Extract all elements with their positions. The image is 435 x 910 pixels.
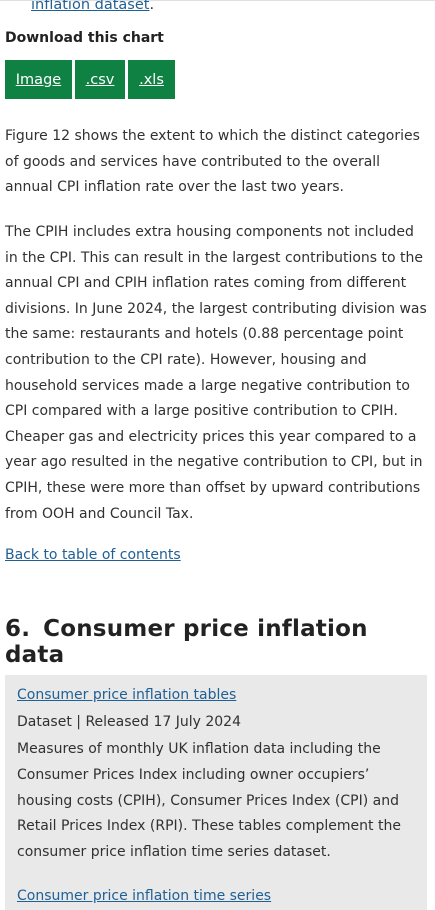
related-data-card: Consumer price inflation tables Dataset … bbox=[5, 675, 427, 910]
download-csv-button[interactable]: .csv bbox=[75, 60, 125, 99]
download-image-button[interactable]: Image bbox=[5, 60, 72, 99]
section-title: Consumer price inflation data bbox=[5, 616, 368, 668]
section-number: 6. bbox=[5, 616, 31, 642]
dataset-item-title: Consumer price inflation tables bbox=[17, 687, 236, 703]
consumer-price-inflation-tables-link[interactable]: Consumer price inflation tables bbox=[17, 687, 237, 703]
back-to-contents-link[interactable]: Back to table of contents bbox=[5, 547, 181, 563]
download-chart-label: Download this chart bbox=[5, 30, 164, 46]
top-link-period: . bbox=[149, 0, 155, 13]
dataset-item-title-2: Consumer price inflation time series bbox=[17, 888, 271, 904]
dataset-meta: Dataset | Released 17 July 2024 bbox=[17, 714, 241, 730]
top-link-line: inflation dataset. bbox=[31, 0, 154, 13]
inflation-dataset-link[interactable]: inflation dataset bbox=[31, 0, 150, 13]
paragraph-figure-12: Figure 12 shows the extent to which the … bbox=[5, 128, 420, 196]
dataset-description: Measures of monthly UK inflation data in… bbox=[17, 741, 401, 861]
consumer-price-inflation-time-series-link[interactable]: Consumer price inflation time series bbox=[17, 888, 272, 904]
download-buttons: Image .csv .xls bbox=[5, 60, 178, 99]
download-xls-button[interactable]: .xls bbox=[128, 60, 175, 99]
divider bbox=[0, 0, 435, 1]
section-heading: 6. Consumer price inflation data bbox=[5, 616, 435, 668]
back-link-container: Back to table of contents bbox=[5, 547, 181, 563]
paragraph-cpih: The CPIH includes extra housing componen… bbox=[5, 224, 427, 522]
